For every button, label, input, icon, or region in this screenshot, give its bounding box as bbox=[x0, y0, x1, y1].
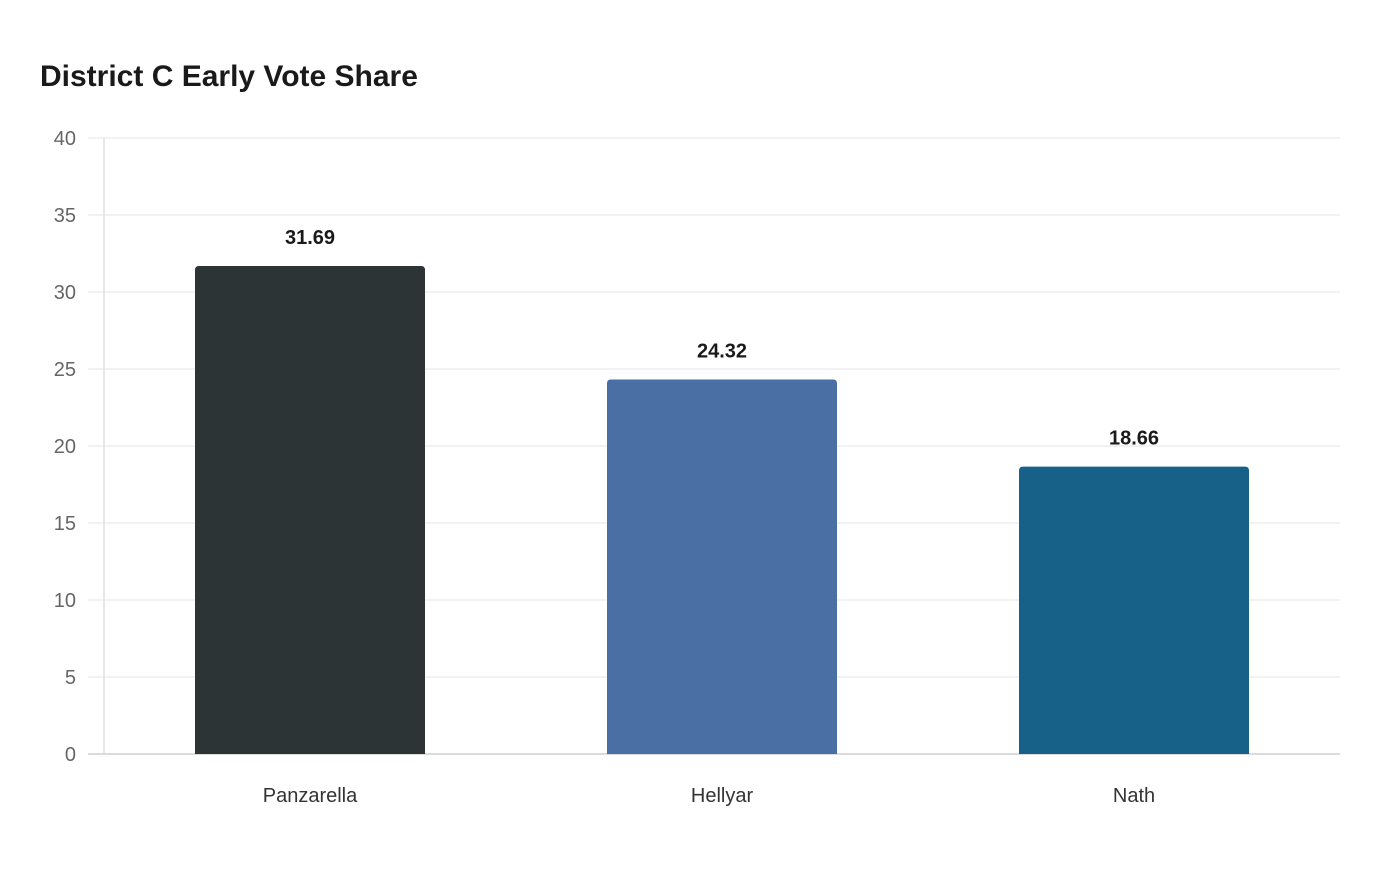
y-tick-label: 40 bbox=[54, 128, 76, 150]
data-label: 31.69 bbox=[285, 227, 335, 249]
y-tick-label: 30 bbox=[54, 282, 76, 304]
data-label: 24.32 bbox=[697, 340, 747, 362]
y-tick-label: 5 bbox=[65, 667, 76, 689]
y-tick-label: 15 bbox=[54, 513, 76, 535]
bar-panzarella bbox=[195, 265, 425, 754]
x-tick-label: Nath bbox=[1113, 785, 1155, 807]
bar-nath bbox=[1019, 466, 1249, 754]
data-label: 18.66 bbox=[1109, 428, 1159, 450]
x-tick-label: Panzarella bbox=[263, 785, 358, 807]
y-tick-label: 10 bbox=[54, 590, 76, 612]
y-tick-label: 35 bbox=[54, 205, 76, 227]
y-tick-label: 0 bbox=[65, 744, 76, 766]
chart-title: District C Early Vote Share bbox=[40, 60, 418, 93]
x-tick-label: Hellyar bbox=[691, 785, 754, 807]
y-tick-label: 25 bbox=[54, 359, 76, 381]
bar-hellyar bbox=[607, 379, 837, 754]
y-tick-label: 20 bbox=[54, 436, 76, 458]
